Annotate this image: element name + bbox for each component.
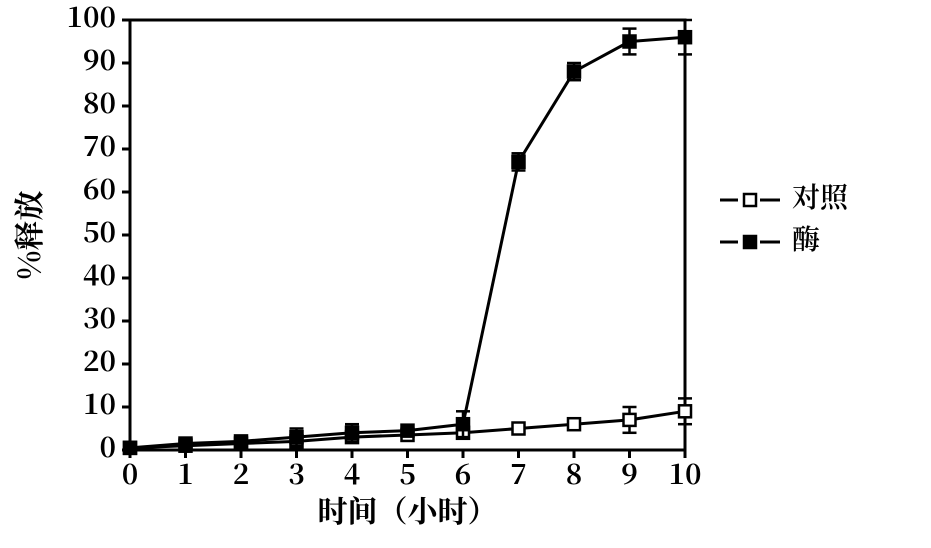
marker-filled-square (457, 418, 469, 430)
x-tick-label: 3 (288, 453, 305, 493)
marker-filled-square (624, 36, 636, 48)
x-tick-label: 8 (566, 453, 583, 493)
y-tick-label: 30 (83, 297, 116, 337)
legend-marker (744, 194, 756, 206)
marker-filled-square (346, 427, 358, 439)
y-tick-label: 70 (83, 125, 116, 165)
marker-filled-square (568, 66, 580, 78)
y-tick-label: 10 (83, 383, 116, 423)
y-tick-label: 20 (83, 340, 116, 380)
y-tick-label: 90 (83, 39, 116, 79)
plot-border (130, 20, 685, 450)
x-tick-label: 1 (177, 453, 194, 493)
marker-open-square (568, 418, 580, 430)
x-tick-label: 0 (122, 453, 139, 493)
legend-label: 酶 (792, 218, 820, 258)
x-tick-label: 10 (669, 453, 702, 493)
legend-marker (744, 236, 756, 248)
x-tick-label: 9 (621, 453, 638, 493)
x-tick-label: 2 (233, 453, 250, 493)
y-tick-label: 50 (83, 211, 116, 251)
chart-svg: 0102030405060708090100012345678910时间（小时）… (0, 0, 931, 548)
marker-filled-square (291, 431, 303, 443)
marker-filled-square (679, 31, 691, 43)
y-tick-label: 80 (83, 82, 116, 122)
y-tick-label: 0 (100, 426, 117, 466)
y-tick-label: 40 (83, 254, 116, 294)
marker-filled-square (235, 435, 247, 447)
x-tick-label: 7 (510, 453, 527, 493)
x-axis-label: 时间（小时） (318, 487, 498, 531)
marker-filled-square (513, 156, 525, 168)
y-axis-label: %释放 (5, 191, 49, 280)
marker-open-square (624, 414, 636, 426)
marker-filled-square (402, 425, 414, 437)
marker-open-square (679, 405, 691, 417)
marker-open-square (513, 423, 525, 435)
marker-filled-square (180, 438, 192, 450)
marker-filled-square (124, 442, 136, 454)
release-chart: 0102030405060708090100012345678910时间（小时）… (0, 0, 931, 548)
series-line-1 (130, 37, 685, 448)
y-tick-label: 100 (67, 0, 116, 36)
legend-label: 对照 (792, 176, 849, 216)
y-tick-label: 60 (83, 168, 116, 208)
